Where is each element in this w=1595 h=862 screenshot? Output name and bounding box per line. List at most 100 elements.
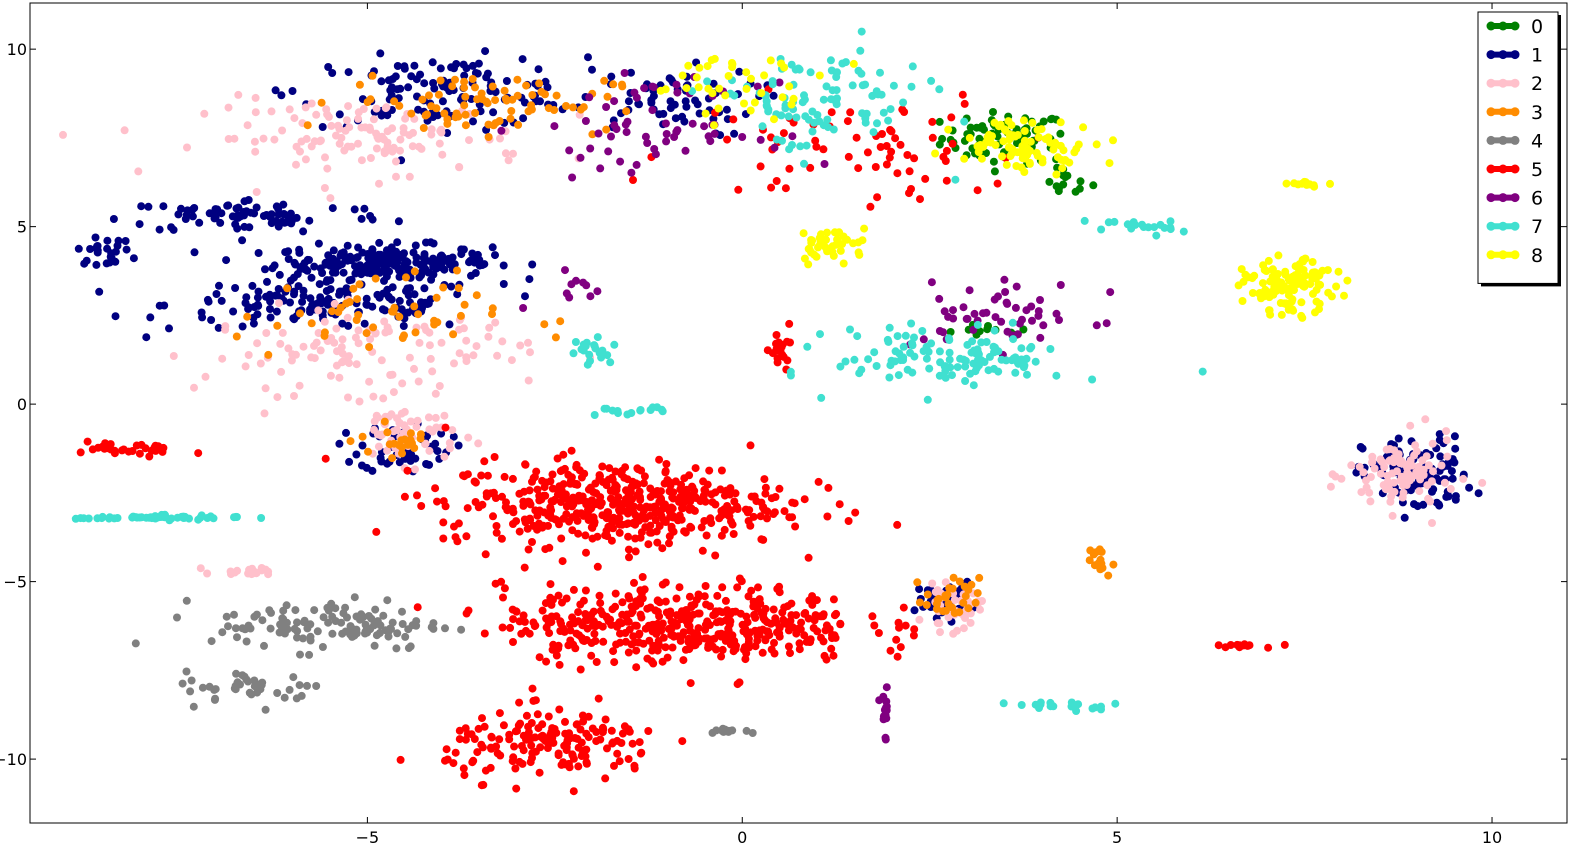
- data-point: [989, 342, 998, 351]
- data-point: [459, 764, 468, 773]
- data-point: [316, 293, 325, 302]
- data-point: [131, 639, 140, 648]
- data-point: [692, 632, 701, 641]
- data-point: [343, 241, 352, 250]
- data-point: [431, 413, 440, 422]
- data-point: [316, 136, 325, 145]
- data-point: [602, 481, 611, 490]
- data-point: [1166, 217, 1175, 226]
- data-point: [429, 239, 438, 248]
- data-point: [335, 373, 344, 382]
- data-point: [764, 627, 773, 636]
- data-point: [471, 109, 480, 117]
- data-point: [419, 124, 428, 132]
- data-point: [351, 269, 360, 278]
- data-point: [296, 309, 304, 318]
- data-point: [1347, 461, 1356, 470]
- data-point: [401, 632, 410, 641]
- data-point: [770, 143, 779, 152]
- data-point: [770, 115, 778, 124]
- data-point: [468, 61, 477, 70]
- data-point: [469, 351, 478, 360]
- data-point: [525, 629, 534, 638]
- data-point: [991, 313, 1000, 322]
- data-point: [579, 717, 588, 726]
- data-point: [357, 123, 366, 132]
- data-point: [1419, 465, 1428, 474]
- data-point: [504, 156, 513, 165]
- data-point: [893, 169, 902, 178]
- data-point: [210, 695, 219, 704]
- data-point: [525, 275, 534, 284]
- legend-marker: [1486, 78, 1496, 88]
- data-point: [348, 624, 357, 633]
- data-point: [218, 354, 227, 363]
- data-point: [778, 136, 786, 145]
- data-point: [869, 128, 878, 137]
- data-point: [321, 153, 329, 162]
- data-point: [200, 109, 209, 118]
- data-point: [527, 105, 536, 114]
- data-point: [851, 508, 860, 517]
- data-point: [1343, 276, 1352, 285]
- data-point: [224, 103, 233, 112]
- data-point: [1356, 443, 1365, 451]
- data-point: [1102, 319, 1111, 328]
- data-point: [270, 135, 279, 144]
- data-point: [354, 326, 363, 335]
- data-point: [1429, 467, 1437, 476]
- data-point: [672, 80, 681, 89]
- data-point: [1002, 160, 1011, 169]
- data-point: [392, 644, 401, 653]
- data-point: [595, 348, 604, 357]
- data-point: [994, 367, 1003, 376]
- data-point: [354, 139, 362, 148]
- data-point: [404, 83, 413, 92]
- data-point: [1049, 702, 1058, 711]
- data-point: [761, 604, 770, 613]
- data-point: [277, 91, 286, 100]
- data-point: [745, 643, 753, 652]
- data-point: [1474, 489, 1483, 498]
- data-point: [632, 663, 641, 672]
- data-point: [990, 326, 999, 335]
- data-point: [102, 259, 111, 268]
- data-point: [857, 69, 866, 78]
- data-point: [761, 483, 770, 492]
- data-point: [649, 83, 658, 92]
- data-point: [407, 72, 416, 81]
- data-point: [531, 621, 540, 630]
- data-point: [1238, 297, 1247, 305]
- data-point: [767, 645, 776, 654]
- data-point: [428, 58, 437, 67]
- data-point: [519, 746, 528, 755]
- data-point: [908, 62, 917, 71]
- data-point: [795, 645, 804, 654]
- data-point: [474, 59, 483, 68]
- data-point: [801, 609, 810, 617]
- data-point: [410, 364, 418, 373]
- data-point: [784, 112, 793, 121]
- data-point: [552, 612, 561, 621]
- data-point: [1003, 299, 1012, 308]
- data-point: [135, 449, 144, 458]
- data-point: [947, 113, 956, 122]
- data-point: [741, 505, 750, 514]
- data-point: [445, 320, 454, 329]
- data-point: [305, 216, 314, 225]
- data-point: [267, 107, 276, 116]
- data-point: [266, 313, 275, 322]
- data-point: [647, 528, 656, 537]
- data-point: [285, 105, 294, 114]
- data-point: [364, 612, 373, 620]
- data-point: [393, 238, 402, 247]
- data-point: [598, 622, 607, 631]
- data-point: [183, 143, 191, 152]
- data-point: [390, 303, 399, 312]
- data-point: [587, 651, 596, 660]
- data-point: [357, 214, 366, 223]
- data-point: [439, 283, 448, 292]
- data-point: [655, 110, 664, 119]
- data-point: [406, 642, 415, 651]
- data-point: [1393, 467, 1401, 476]
